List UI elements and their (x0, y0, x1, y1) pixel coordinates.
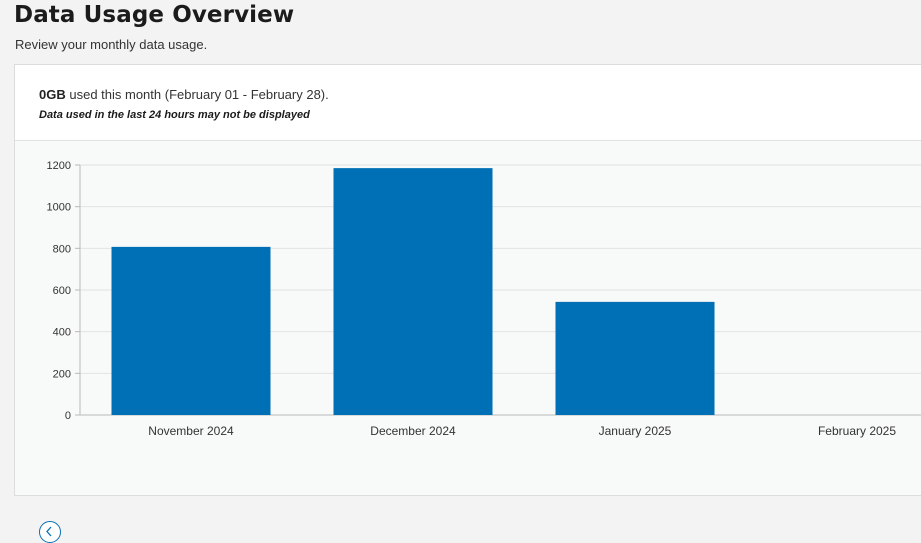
y-tick-label: 1200 (47, 160, 71, 172)
y-tick-label: 800 (53, 243, 71, 255)
chart-area: 0 200 400 600 800 1000 1200 November 2024 Decemb… (15, 141, 921, 543)
y-tick-label: 400 (53, 327, 71, 339)
usage-disclaimer: Data used in the last 24 hours may not b… (39, 109, 310, 121)
x-tick-label: December 2024 (370, 424, 456, 438)
page-title: Data Usage Overview (14, 2, 295, 28)
usage-bar-chart: 0 200 400 600 800 1000 1200 November 2024 Decemb… (47, 160, 921, 438)
usage-card: 0GB used this month (February 01 - Febru… (14, 64, 921, 543)
x-tick-label: January 2025 (599, 424, 672, 438)
usage-amount: 0GB (39, 87, 66, 102)
previous-period-button[interactable] (39, 521, 61, 543)
y-tick-label: 200 (53, 368, 71, 380)
x-tick-label: February 2025 (818, 424, 896, 438)
y-tick-label: 0 (65, 410, 71, 422)
page-subtitle: Review your monthly data usage. (15, 37, 208, 52)
bar (333, 168, 493, 415)
bar (111, 246, 271, 415)
usage-period-text: used this month (February 01 - February … (69, 87, 329, 102)
usage-line: 0GB used this month (February 01 - Febru… (39, 87, 329, 102)
y-tick-label: 600 (53, 285, 71, 297)
chevron-left-icon (46, 526, 52, 537)
x-tick-label: November 2024 (148, 424, 234, 438)
y-tick-label: 1000 (47, 202, 71, 214)
bar (555, 301, 715, 415)
usage-summary: 0GB used this month (February 01 - Febru… (15, 65, 921, 141)
